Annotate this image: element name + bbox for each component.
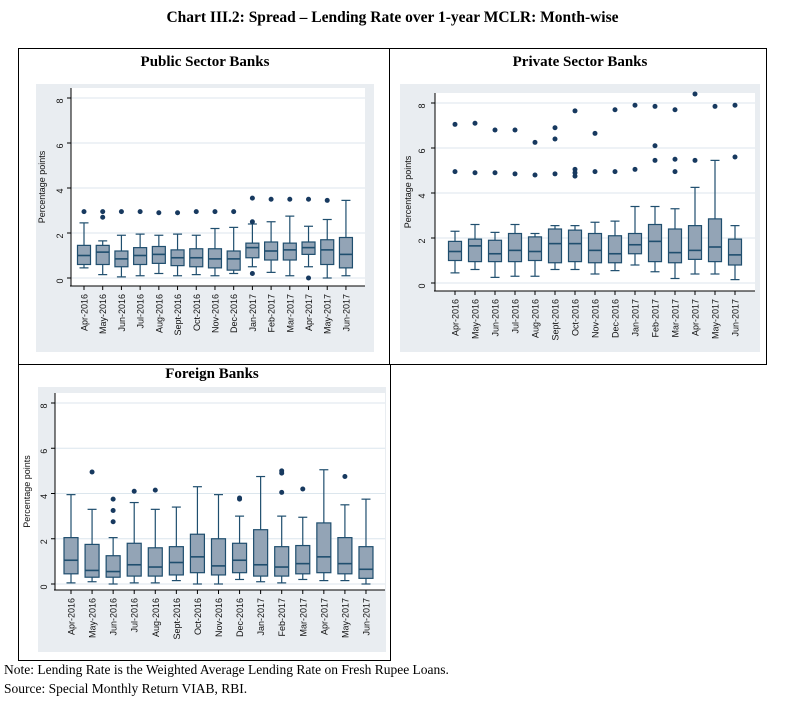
svg-text:Aug-2016: Aug-2016 (151, 598, 161, 637)
svg-text:6: 6 (39, 449, 49, 454)
svg-text:8: 8 (417, 103, 427, 108)
svg-text:Feb-2017: Feb-2017 (267, 294, 277, 333)
svg-text:May-2016: May-2016 (471, 299, 481, 339)
foreign-boxplot-svg: 0 2 4 6 8 Percentage points Apr-2016 May-2016 Ju… (22, 387, 386, 652)
svg-text:0: 0 (55, 278, 65, 283)
chart-note: Note: Lending Rate is the Weighted Avera… (4, 662, 449, 677)
svg-text:Apr-2017: Apr-2017 (319, 598, 329, 635)
svg-text:Jan-2017: Jan-2017 (248, 294, 258, 332)
svg-text:2: 2 (417, 238, 427, 243)
svg-text:May-2016: May-2016 (98, 294, 108, 334)
svg-text:Mar-2017: Mar-2017 (671, 299, 681, 338)
panel-title-private: Private Sector Banks (512, 54, 648, 70)
svg-text:Jun-2017: Jun-2017 (361, 598, 371, 636)
chart-source: Source: Special Monthly Return VIAB, RBI… (4, 681, 248, 696)
svg-text:Percentage points: Percentage points (403, 155, 413, 228)
svg-text:Apr-2017: Apr-2017 (304, 294, 314, 331)
svg-text:0: 0 (417, 283, 427, 288)
svg-text:Nov-2016: Nov-2016 (591, 299, 601, 338)
svg-text:8: 8 (55, 98, 65, 103)
svg-text:Nov-2016: Nov-2016 (210, 294, 220, 333)
public-boxplot-svg: 0 2 4 6 8 Percentage points Apr-2016 May-2016 Ju… (36, 84, 374, 352)
svg-text:4: 4 (55, 188, 65, 193)
svg-text:0: 0 (39, 584, 49, 589)
svg-text:Jun-2017: Jun-2017 (731, 299, 741, 337)
svg-text:Jun-2016: Jun-2016 (109, 598, 119, 636)
svg-text:Jul-2016: Jul-2016 (511, 299, 521, 334)
svg-text:Jan-2017: Jan-2017 (631, 299, 641, 337)
svg-text:Mar-2017: Mar-2017 (285, 294, 295, 333)
svg-text:Dec-2016: Dec-2016 (229, 294, 239, 333)
svg-text:Sept-2016: Sept-2016 (173, 294, 183, 336)
svg-text:6: 6 (417, 148, 427, 153)
svg-text:Oct-2016: Oct-2016 (192, 294, 202, 331)
panel-title-public: Public Sector Banks (140, 54, 270, 70)
svg-text:Dec-2016: Dec-2016 (611, 299, 621, 338)
svg-text:May-2017: May-2017 (323, 294, 333, 334)
svg-text:Percentage points: Percentage points (37, 150, 47, 223)
svg-text:Jun-2017: Jun-2017 (341, 294, 351, 332)
svg-text:May-2016: May-2016 (88, 598, 98, 638)
panel-foreign-banks: Foreign Banks 0 2 4 6 8 Percentage points Apr-… (18, 364, 390, 660)
svg-text:Apr-2017: Apr-2017 (691, 299, 701, 336)
svg-text:Apr-2016: Apr-2016 (80, 294, 90, 331)
svg-text:Aug-2016: Aug-2016 (531, 299, 541, 338)
svg-text:2: 2 (55, 233, 65, 238)
svg-text:Percentage points: Percentage points (22, 455, 32, 528)
svg-text:6: 6 (55, 143, 65, 148)
bottom-row-frame (18, 364, 391, 661)
svg-text:Oct-2016: Oct-2016 (571, 299, 581, 336)
svg-text:May-2017: May-2017 (711, 299, 721, 339)
svg-text:2: 2 (39, 539, 49, 544)
svg-text:4: 4 (417, 193, 427, 198)
svg-text:Oct-2016: Oct-2016 (193, 598, 203, 635)
svg-text:4: 4 (39, 494, 49, 499)
svg-text:Jul-2016: Jul-2016 (130, 598, 140, 633)
svg-text:Jan-2017: Jan-2017 (256, 598, 266, 636)
svg-text:Feb-2017: Feb-2017 (277, 598, 287, 637)
svg-text:Sept-2016: Sept-2016 (172, 598, 182, 640)
panel-public-sector-banks: Public Sector Banks 0 2 4 6 8 Percentage poin… (18, 48, 388, 364)
svg-text:Jun-2016: Jun-2016 (491, 299, 501, 337)
panel-divider (389, 49, 390, 364)
top-row-frame (18, 48, 767, 365)
svg-text:May-2017: May-2017 (340, 598, 350, 638)
svg-text:Jul-2016: Jul-2016 (136, 294, 146, 329)
panel-title-foreign: Foreign Banks (165, 366, 259, 382)
svg-text:Sept-2016: Sept-2016 (551, 299, 561, 341)
svg-text:Mar-2017: Mar-2017 (298, 598, 308, 637)
svg-text:8: 8 (39, 403, 49, 408)
svg-text:Nov-2016: Nov-2016 (214, 598, 224, 637)
private-boxplot-svg: 0 2 4 6 8 Percentage points Apr-2016 May-2016 Ju… (400, 84, 760, 352)
svg-text:Aug-2016: Aug-2016 (154, 294, 164, 333)
svg-text:Apr-2016: Apr-2016 (451, 299, 461, 336)
svg-text:Dec-2016: Dec-2016 (235, 598, 245, 637)
svg-text:Feb-2017: Feb-2017 (651, 299, 661, 338)
panel-private-sector-banks: Private Sector Banks 0 2 4 6 8 Percentage poi… (388, 48, 766, 364)
svg-text:Jun-2016: Jun-2016 (117, 294, 127, 332)
chart-title: Chart III.2: Spread – Lending Rate over … (166, 9, 619, 26)
svg-text:Apr-2016: Apr-2016 (67, 598, 77, 635)
